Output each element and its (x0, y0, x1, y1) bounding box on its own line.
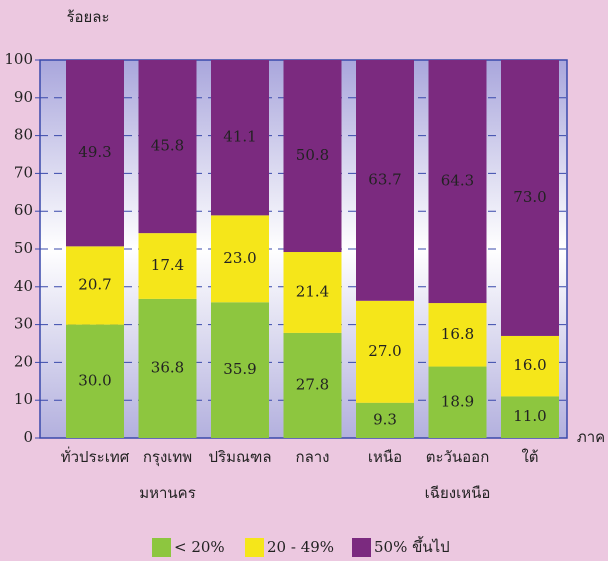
x-axis-label: ภาค (577, 428, 605, 446)
bar-segment (428, 366, 487, 438)
bar-segment (356, 402, 414, 438)
bar-segment (66, 246, 124, 325)
x-tick-label: กรุงเทพมหานคร (139, 448, 196, 502)
value-label: 36.8 (151, 358, 184, 376)
y-tick-label: 50 (14, 239, 33, 257)
value-label: 16.0 (513, 356, 546, 374)
bar-segment (283, 60, 342, 253)
x-tick-label: ปริมณฑล (208, 448, 271, 466)
bar-segment (283, 332, 342, 438)
y-tick-label: 70 (14, 163, 33, 181)
value-label: 41.1 (223, 128, 256, 146)
x-tick-label-line: มหานคร (139, 484, 196, 502)
value-label: 73.0 (513, 188, 546, 206)
y-tick-label: 80 (14, 126, 33, 144)
legend-swatch (245, 538, 264, 557)
bar-segment (66, 324, 124, 438)
y-tick-label: 100 (4, 50, 33, 68)
value-label: 11.0 (513, 407, 546, 425)
value-label: 27.8 (296, 375, 329, 393)
x-tick-label: ทั่วประเทศ (61, 446, 130, 466)
bar-segment (211, 60, 269, 216)
legend-label: < 20% (174, 538, 225, 556)
bar-segment (211, 215, 269, 303)
value-label: 20.7 (78, 275, 111, 293)
value-label: 9.3 (373, 410, 397, 428)
bar-segment (356, 300, 414, 403)
bar-segment (501, 396, 559, 438)
legend-swatch (152, 538, 171, 557)
value-label: 30.0 (78, 371, 111, 389)
y-tick-label: 10 (14, 390, 33, 408)
bar-segment (138, 298, 197, 438)
legend-label: 50% ขึ้นไป (374, 536, 450, 556)
value-label: 21.4 (296, 282, 329, 300)
x-tick-label-line: ตะวันออก (426, 448, 490, 466)
y-axis-label: ร้อยละ (66, 8, 109, 26)
x-tick-label: กลาง (295, 448, 329, 466)
bar-segment (356, 60, 414, 301)
bar-segment (66, 60, 124, 247)
bar-segment (211, 302, 269, 438)
value-label: 49.3 (78, 143, 111, 161)
bar-segment (501, 60, 559, 336)
value-label: 35.9 (223, 360, 256, 378)
bar-segment (283, 252, 342, 333)
x-tick-label-line: เฉียงเหนือ (425, 484, 491, 502)
x-tick-label: ใต้ (521, 448, 538, 466)
value-label: 18.9 (441, 392, 474, 410)
value-label: 17.4 (151, 256, 184, 274)
bar-segment (501, 335, 559, 397)
y-tick-label: 30 (14, 315, 33, 333)
bar-segment (428, 60, 487, 304)
x-tick-label: เหนือ (368, 448, 402, 466)
y-tick-label: 60 (14, 201, 33, 219)
y-tick-label: 90 (14, 88, 33, 106)
bar-segment (138, 233, 197, 299)
value-label: 50.8 (296, 146, 329, 164)
bar-segment (428, 303, 487, 367)
x-tick-label: ตะวันออกเฉียงเหนือ (425, 448, 491, 502)
y-tick-label: 20 (14, 352, 33, 370)
value-label: 45.8 (151, 137, 184, 155)
value-label: 23.0 (223, 249, 256, 267)
value-label: 63.7 (368, 170, 401, 188)
value-label: 64.3 (441, 172, 474, 190)
y-tick-label: 0 (23, 428, 33, 446)
bar-segment (138, 60, 197, 234)
value-label: 16.8 (441, 325, 474, 343)
x-tick-label-line: กรุงเทพ (143, 448, 192, 467)
value-label: 27.0 (368, 342, 401, 360)
legend-swatch (352, 538, 371, 557)
legend-label: 20 - 49% (267, 538, 334, 556)
y-tick-label: 40 (14, 277, 33, 295)
